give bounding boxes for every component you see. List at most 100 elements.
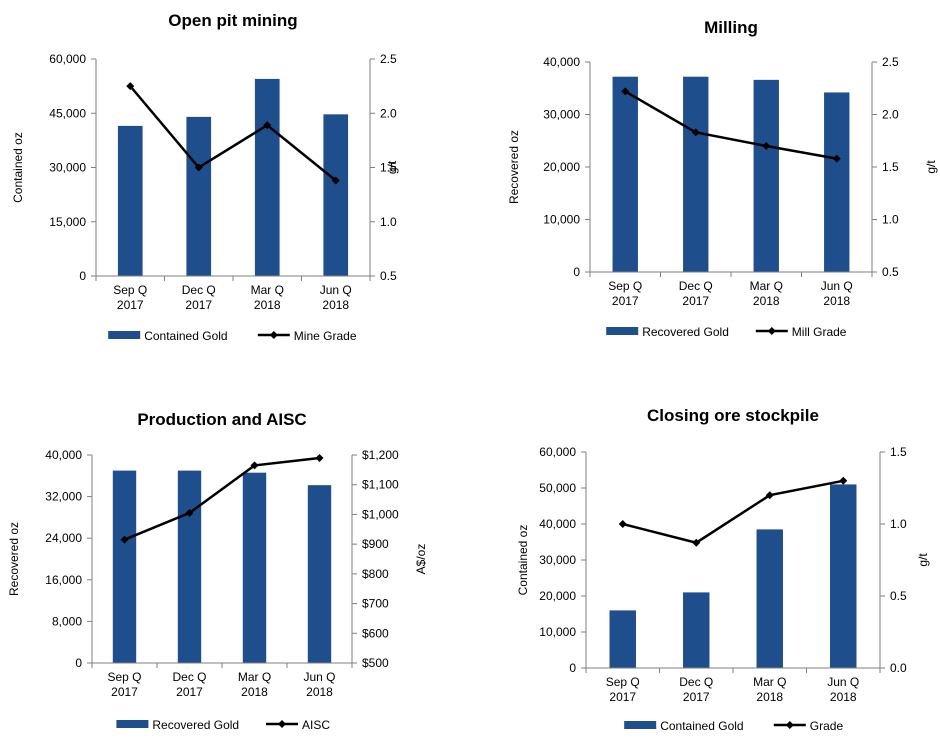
grade-line xyxy=(624,90,837,160)
y2-tick-label: 1.0 xyxy=(890,517,907,531)
y2-tick-label: 1.0 xyxy=(380,215,397,229)
grade-line xyxy=(622,479,844,545)
x-tick-label: Sep Q 2017 xyxy=(608,279,642,308)
y2-tick-label: 2.0 xyxy=(882,108,899,122)
legend: Recovered Gold Mill Grade xyxy=(606,325,847,339)
bar xyxy=(323,114,349,277)
legend: Recovered Gold AISC xyxy=(116,718,330,732)
bar xyxy=(186,116,212,276)
y2-tick-label: $1,200 xyxy=(362,448,399,462)
y-tick-label: 10,000 xyxy=(539,625,576,639)
line-point xyxy=(692,538,701,547)
legend: Contained Gold Grade xyxy=(624,719,843,733)
line-point xyxy=(331,176,340,185)
y-tick-label: 15,000 xyxy=(49,215,86,229)
bar xyxy=(242,472,267,663)
x-tick-label: Mar Q 2018 xyxy=(750,279,783,308)
y2-tick-label: 2.5 xyxy=(380,52,397,66)
y-tick-label: 30,000 xyxy=(49,161,86,175)
y-axis-title: Contained oz xyxy=(516,525,530,596)
y-tick-label: 16,000 xyxy=(45,573,82,587)
bar xyxy=(117,125,143,277)
y-tick-label: 30,000 xyxy=(539,553,576,567)
grade-line xyxy=(124,456,320,541)
y2-tick-label: 1.0 xyxy=(882,213,899,227)
legend-bar-swatch xyxy=(606,327,639,335)
bar xyxy=(609,610,636,668)
y2-tick-label: $700 xyxy=(362,597,389,611)
y-tick-label: 20,000 xyxy=(543,160,580,174)
y2-tick-label: 1.5 xyxy=(890,445,907,459)
bar xyxy=(683,76,709,272)
y-tick-label: 40,000 xyxy=(539,517,576,531)
y-tick-label: 40,000 xyxy=(543,55,580,69)
y2-tick-label: 2.5 xyxy=(882,55,899,69)
legend-bar-swatch xyxy=(108,331,141,339)
y-tick-label: 50,000 xyxy=(539,481,576,495)
legend-line-label: Mill Grade xyxy=(792,325,847,339)
line-point xyxy=(618,520,627,528)
x-tick-label: Jun Q 2018 xyxy=(821,279,853,308)
chart-4: Closing ore stockpile 0 10,000 20,000 30,000… xyxy=(516,406,930,733)
bar xyxy=(830,484,857,668)
y2-tick-label: $1,100 xyxy=(362,478,399,492)
line-point xyxy=(126,82,135,91)
legend: Contained Gold Mine Grade xyxy=(108,329,357,343)
chart-1: Open pit mining 0 15,000 30,000 45,000 60,000… xyxy=(11,11,399,343)
legend-bar-label: Contained Gold xyxy=(660,719,743,733)
x-tick-label: Dec Q 2017 xyxy=(679,279,713,308)
grade-line xyxy=(129,85,337,182)
line-point xyxy=(839,476,848,485)
y-tick-label: 0 xyxy=(569,661,576,675)
line-point xyxy=(832,154,841,163)
x-tick-label: Sep Q 2017 xyxy=(606,675,640,704)
legend-line-marker xyxy=(278,720,286,728)
y2-tick-label: $600 xyxy=(362,626,389,640)
bar xyxy=(177,470,202,663)
legend-bar-swatch xyxy=(624,721,657,729)
y2-tick-label: 0.5 xyxy=(882,265,899,279)
chart-2: Milling 0 10,000 20,000 30,000 40,000 0.5 1.0 1.… xyxy=(507,18,938,339)
x-tick-label: Dec Q 2017 xyxy=(679,675,713,704)
x-tick-label: Jun Q 2018 xyxy=(827,675,859,704)
x-tick-label: Dec Q 2017 xyxy=(172,670,206,699)
x-tick-label: Jun Q 2018 xyxy=(320,283,352,312)
line-point xyxy=(250,461,259,470)
y2-tick-label: 0.5 xyxy=(890,589,907,603)
chart-title: Open pit mining xyxy=(168,11,297,30)
y-tick-label: 60,000 xyxy=(539,445,576,459)
y-tick-label: 45,000 xyxy=(49,106,86,120)
y2-axis-title: g/t xyxy=(916,553,930,567)
y2-tick-label: 0.0 xyxy=(890,661,907,675)
y-tick-label: 24,000 xyxy=(45,531,82,545)
legend-bar-swatch xyxy=(116,720,149,728)
y2-tick-label: 1.5 xyxy=(380,161,397,175)
line-point xyxy=(691,128,700,137)
y2-tick-label: 0.5 xyxy=(380,269,397,283)
y-tick-label: 20,000 xyxy=(539,589,576,603)
bar xyxy=(112,470,137,663)
bar xyxy=(756,529,783,668)
y2-axis-title: g/t xyxy=(385,160,399,174)
y2-tick-label: $800 xyxy=(362,567,389,581)
y-axis-title: Recovered oz xyxy=(7,522,21,596)
y-tick-label: 0 xyxy=(75,656,82,670)
y-tick-label: 10,000 xyxy=(543,213,580,227)
bar xyxy=(824,92,850,272)
line-point xyxy=(765,491,774,500)
legend-line-label: Grade xyxy=(810,719,844,733)
line-point xyxy=(315,453,324,462)
line-point xyxy=(194,163,203,172)
y2-tick-label: $500 xyxy=(362,656,389,670)
x-tick-label: Sep Q 2017 xyxy=(107,670,141,699)
bar xyxy=(753,79,779,272)
bar xyxy=(307,485,332,663)
x-tick-label: Mar Q 2018 xyxy=(238,670,271,699)
y2-axis-title: A$/oz xyxy=(414,544,428,575)
chart-3: Production and AISC 0 8,000 16,000 24,000 32,… xyxy=(7,410,428,732)
y2-tick-label: $1,000 xyxy=(362,507,399,521)
line-point xyxy=(762,142,771,150)
line-point xyxy=(263,121,272,130)
bar xyxy=(612,76,638,272)
